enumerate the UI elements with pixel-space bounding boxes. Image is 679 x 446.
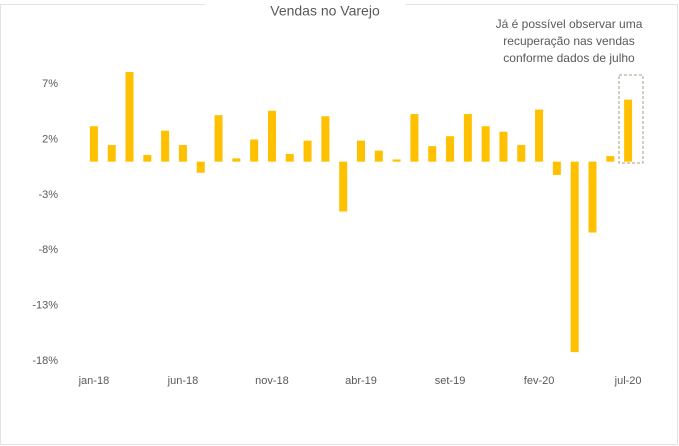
bar [339,161,348,212]
annotation: recuperação nas vendas [503,34,634,48]
highlight-box [618,74,644,164]
chart-frame [0,4,678,445]
bar [143,155,152,162]
bar [196,161,205,173]
y-tick-label: 7% [42,78,58,90]
x-tick-label: jul-20 [614,375,642,387]
bar [125,71,134,162]
y-tick-label: 2% [42,133,58,145]
bar [232,158,241,162]
y-tick-label: -8% [38,244,58,256]
bar [446,136,455,162]
bar [552,161,561,175]
y-tick-label: -13% [32,300,58,312]
bar [267,110,276,162]
bar [374,150,383,162]
bar [481,126,490,162]
bar [357,140,365,162]
bar [535,109,544,162]
bar [588,161,597,233]
x-tick-label: jan-18 [78,375,110,387]
bar [303,140,312,162]
bar [161,130,170,162]
bar [250,139,259,162]
bar [463,114,472,162]
bar [178,145,187,162]
bar [107,145,116,162]
y-tick-label: -3% [38,189,58,201]
bar [392,159,401,162]
bar [285,153,294,162]
bar [410,114,419,162]
bar [499,131,508,162]
x-tick-label: nov-18 [255,375,289,387]
bar [321,116,330,162]
bar [214,115,223,162]
annotation: conforme dados de julho [503,51,635,65]
bar [428,146,437,162]
chart-title: Vendas no Varejo [270,3,380,19]
x-tick-label: fev-20 [524,375,555,387]
title-backdrop [205,0,405,12]
x-tick-label: jun-18 [167,375,199,387]
bar [624,99,633,162]
bar [606,156,615,162]
x-tick-label: abr-19 [345,375,377,387]
annotation: Já é possível observar uma [496,17,643,31]
y-tick-label: -18% [32,355,58,367]
bar [89,126,98,162]
bar [570,161,579,353]
bar [517,145,526,162]
x-tick-label: set-19 [435,375,466,387]
